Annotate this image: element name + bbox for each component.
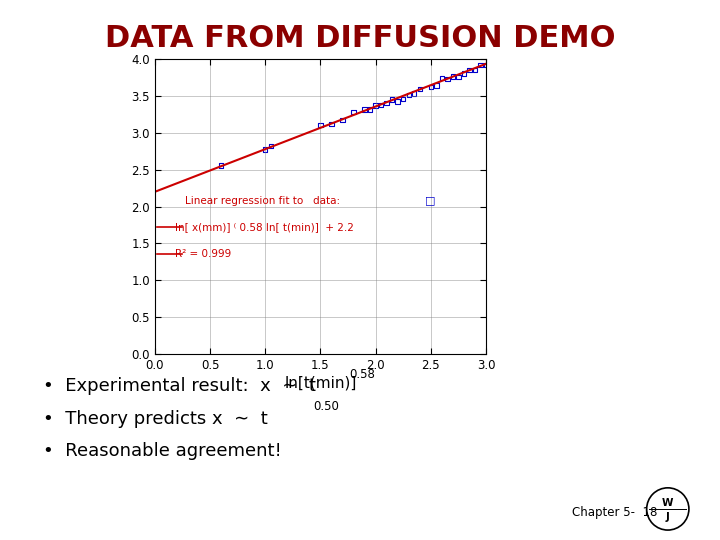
Point: [425, 83, 436, 91]
Point: [348, 108, 359, 117]
Point: [480, 60, 492, 69]
Point: [325, 120, 337, 129]
Text: Chapter 5-  18: Chapter 5- 18: [572, 507, 658, 519]
Point: [403, 90, 415, 99]
Text: Linear regression fit to   data:: Linear regression fit to data:: [184, 195, 343, 206]
Text: •  Experimental result:  x  ∼  t: • Experimental result: x ∼ t: [43, 377, 316, 395]
Text: ln[ x(mm)] ⁽ 0.58 ln[ t(min)]  + 2.2: ln[ x(mm)] ⁽ 0.58 ln[ t(min)] + 2.2: [175, 222, 354, 232]
Point: [364, 105, 376, 114]
Point: [447, 72, 459, 81]
Point: [453, 73, 464, 82]
Point: [381, 99, 392, 107]
Point: [375, 101, 387, 110]
Point: [436, 74, 448, 83]
Point: [474, 61, 486, 70]
Point: [469, 66, 481, 75]
Text: □: □: [426, 195, 436, 206]
Text: 0.58: 0.58: [349, 368, 375, 381]
Point: [215, 161, 227, 170]
Point: [315, 121, 326, 130]
Point: [408, 89, 420, 98]
Text: J: J: [666, 512, 670, 522]
Text: R² = 0.999: R² = 0.999: [175, 249, 231, 259]
Text: •  Reasonable agreement!: • Reasonable agreement!: [43, 442, 282, 460]
Text: DATA FROM DIFFUSION DEMO: DATA FROM DIFFUSION DEMO: [104, 24, 616, 53]
Text: W: W: [662, 498, 673, 509]
Point: [337, 116, 348, 124]
Point: [397, 94, 409, 103]
Point: [265, 141, 276, 150]
Point: [359, 105, 370, 113]
Point: [458, 69, 469, 78]
Point: [387, 96, 398, 104]
Text: 0.50: 0.50: [313, 400, 339, 413]
Point: [414, 85, 426, 93]
Point: [392, 97, 403, 106]
Point: [441, 75, 453, 84]
Point: [259, 145, 271, 154]
Point: [464, 66, 475, 75]
Point: [370, 101, 382, 110]
Point: [431, 82, 442, 90]
Text: •  Theory predicts x  ∼  t: • Theory predicts x ∼ t: [43, 409, 268, 428]
X-axis label: ln[t(min)]: ln[t(min)]: [284, 376, 356, 391]
